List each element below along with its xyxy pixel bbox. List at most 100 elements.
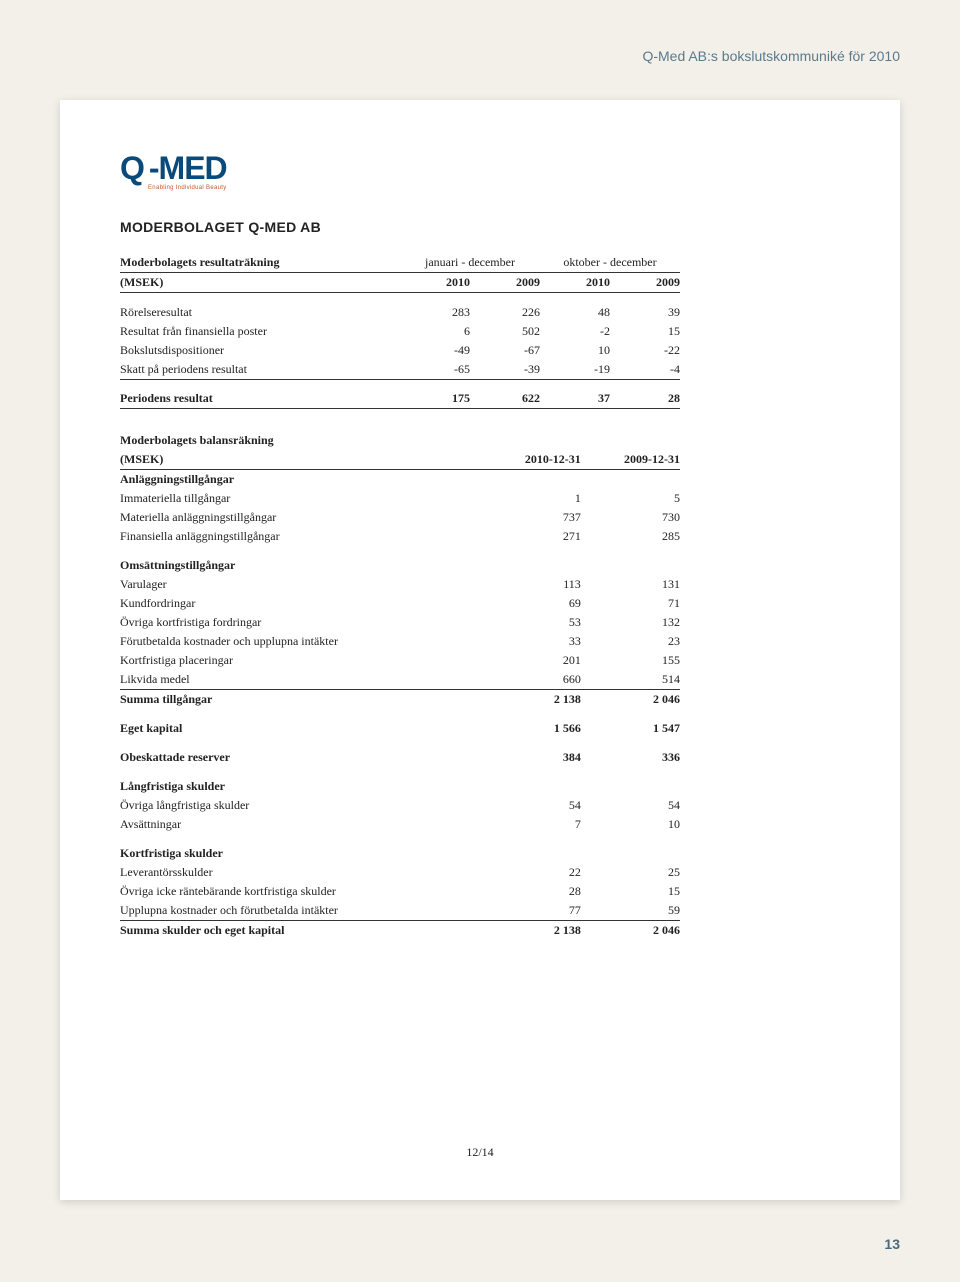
- cell: 737: [482, 508, 581, 527]
- cell: 1 547: [581, 719, 680, 738]
- cell: -65: [400, 360, 470, 380]
- t1-period1: januari - december: [400, 253, 540, 273]
- g4-head: Kortfristiga skulder: [120, 844, 482, 863]
- row-label: Upplupna kostnader och förutbetalda intä…: [120, 901, 482, 921]
- cell: 54: [482, 796, 581, 815]
- row-label: Immateriella tillgångar: [120, 489, 482, 508]
- cell: 384: [482, 748, 581, 767]
- cell: 175: [400, 389, 470, 409]
- cell: 15: [610, 322, 680, 341]
- row-label: Kortfristiga placeringar: [120, 651, 482, 670]
- cell: 155: [581, 651, 680, 670]
- row-label: Bokslutsdispositioner: [120, 341, 400, 360]
- row-label: Förutbetalda kostnader och upplupna intä…: [120, 632, 482, 651]
- cell: -49: [400, 341, 470, 360]
- cell: 33: [482, 632, 581, 651]
- t1-y1: 2010: [400, 273, 470, 293]
- cell: 15: [581, 882, 680, 901]
- row-label: Resultat från finansiella poster: [120, 322, 400, 341]
- cell: 1: [482, 489, 581, 508]
- balance-sheet-table: Moderbolagets balansräkning (MSEK) 2010-…: [120, 431, 680, 940]
- cell: 1 566: [482, 719, 581, 738]
- cell: 502: [470, 322, 540, 341]
- row-label: Leverantörsskulder: [120, 863, 482, 882]
- cell: -67: [470, 341, 540, 360]
- cell: 53: [482, 613, 581, 632]
- cell: 71: [581, 594, 680, 613]
- cell: -19: [540, 360, 610, 380]
- g3-head: Långfristiga skulder: [120, 777, 482, 796]
- row-label: Kundfordringar: [120, 594, 482, 613]
- row-label: Varulager: [120, 575, 482, 594]
- cell: 6: [400, 322, 470, 341]
- cell: 660: [482, 670, 581, 690]
- eget-label: Eget kapital: [120, 719, 482, 738]
- t1-unit: (MSEK): [120, 273, 400, 293]
- cell: 69: [482, 594, 581, 613]
- company-logo: Q -MED Enabling Individual Beauty: [120, 150, 840, 191]
- t2-title: Moderbolagets balansräkning: [120, 431, 482, 450]
- row-label: Övriga långfristiga skulder: [120, 796, 482, 815]
- cell: 10: [581, 815, 680, 834]
- logo-tagline: Enabling Individual Beauty: [148, 185, 840, 191]
- logo-text: -MED: [149, 150, 227, 187]
- document-header: Q-Med AB:s bokslutskommuniké för 2010: [642, 48, 900, 64]
- cell: 37: [540, 389, 610, 409]
- t2-h2: 2009-12-31: [581, 450, 680, 470]
- cell: 28: [482, 882, 581, 901]
- cell: 28: [610, 389, 680, 409]
- cell: 5: [581, 489, 680, 508]
- cell: 48: [540, 303, 610, 322]
- t1-y3: 2010: [540, 273, 610, 293]
- cell: 39: [610, 303, 680, 322]
- cell: 2 138: [482, 921, 581, 941]
- cell: 113: [482, 575, 581, 594]
- cell: 730: [581, 508, 680, 527]
- cell: 201: [482, 651, 581, 670]
- t1-period2: oktober - december: [540, 253, 680, 273]
- t2-h1: 2010-12-31: [482, 450, 581, 470]
- t2-unit: (MSEK): [120, 450, 482, 470]
- cell: 285: [581, 527, 680, 546]
- cell: 25: [581, 863, 680, 882]
- row-label: Materiella anläggningstillgångar: [120, 508, 482, 527]
- cell: 283: [400, 303, 470, 322]
- obes-label: Obeskattade reserver: [120, 748, 482, 767]
- g2-head: Omsättningstillgångar: [120, 556, 482, 575]
- cell: -22: [610, 341, 680, 360]
- t1-y4: 2009: [610, 273, 680, 293]
- inner-page-number: 12/14: [60, 1145, 900, 1160]
- cell: -2: [540, 322, 610, 341]
- cell: 2 046: [581, 921, 680, 941]
- cell: 271: [482, 527, 581, 546]
- cell: 59: [581, 901, 680, 921]
- cell: 514: [581, 670, 680, 690]
- cell: 336: [581, 748, 680, 767]
- g4-sum-label: Summa skulder och eget kapital: [120, 921, 482, 941]
- row-label: Övriga icke räntebärande kortfristiga sk…: [120, 882, 482, 901]
- cell: 54: [581, 796, 680, 815]
- t1-total-label: Periodens resultat: [120, 389, 400, 409]
- outer-page-number: 13: [884, 1236, 900, 1252]
- row-label: Skatt på periodens resultat: [120, 360, 400, 380]
- cell: 2 046: [581, 690, 680, 710]
- row-label: Avsättningar: [120, 815, 482, 834]
- row-label: Rörelseresultat: [120, 303, 400, 322]
- cell: 131: [581, 575, 680, 594]
- cell: -4: [610, 360, 680, 380]
- income-statement-table: Moderbolagets resultaträkning januari - …: [120, 253, 680, 409]
- cell: 132: [581, 613, 680, 632]
- row-label: Finansiella anläggningstillgångar: [120, 527, 482, 546]
- cell: 7: [482, 815, 581, 834]
- t1-title: Moderbolagets resultaträkning: [120, 253, 400, 273]
- cell: 77: [482, 901, 581, 921]
- cell: 2 138: [482, 690, 581, 710]
- section-title: MODERBOLAGET Q-MED AB: [120, 219, 840, 235]
- cell: 10: [540, 341, 610, 360]
- row-label: Övriga kortfristiga fordringar: [120, 613, 482, 632]
- g1-head: Anläggningstillgångar: [120, 470, 482, 490]
- cell: 226: [470, 303, 540, 322]
- logo-icon: Q: [120, 150, 145, 187]
- cell: 622: [470, 389, 540, 409]
- cell: -39: [470, 360, 540, 380]
